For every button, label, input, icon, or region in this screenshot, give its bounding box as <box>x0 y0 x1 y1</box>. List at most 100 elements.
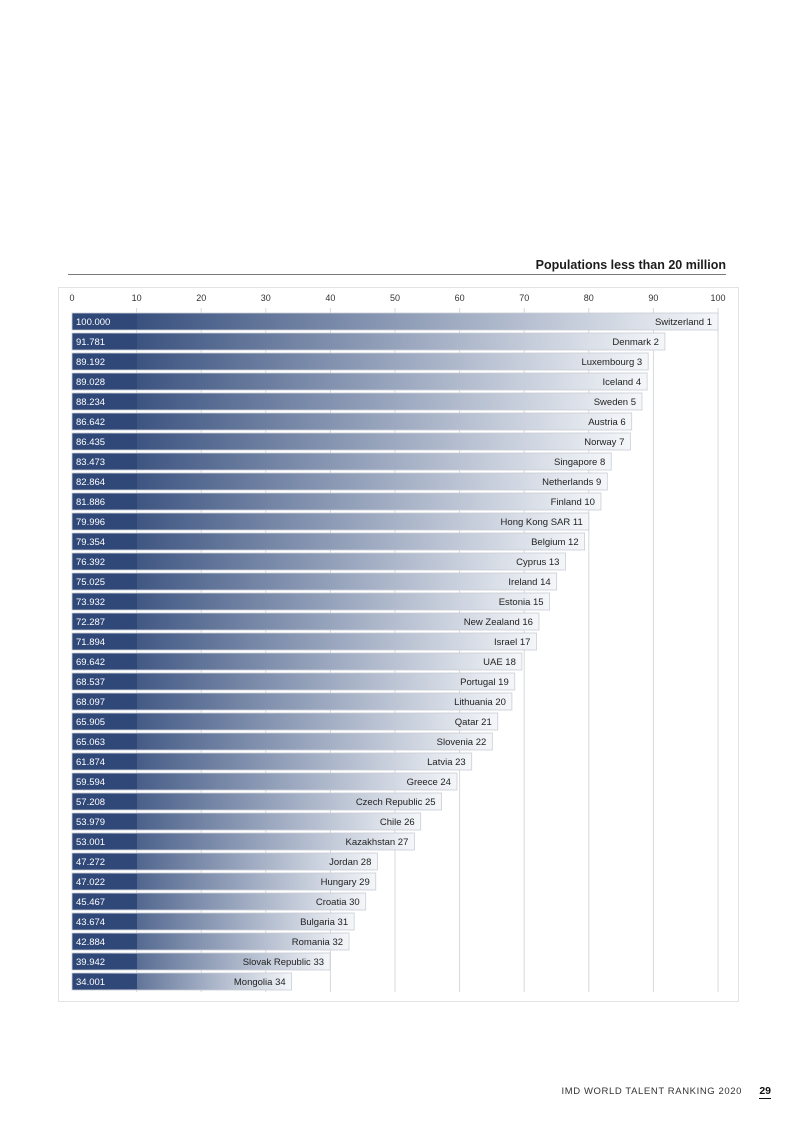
value-label: 68.097 <box>76 697 105 708</box>
value-label: 82.864 <box>76 477 105 488</box>
country-label: New Zealand 16 <box>464 617 533 628</box>
value-box <box>73 814 137 829</box>
value-box <box>73 854 137 869</box>
bar <box>71 512 590 531</box>
bar-row: 71.894 Israel 17 <box>71 632 537 651</box>
value-label: 43.674 <box>76 917 105 928</box>
value-label: 89.028 <box>76 377 105 388</box>
bar-row: 76.392 Cyprus 13 <box>71 552 566 571</box>
country-label: Netherlands 9 <box>542 477 601 488</box>
value-label: 79.996 <box>76 517 105 528</box>
value-label: 89.192 <box>76 357 105 368</box>
country-label: Latvia 23 <box>427 757 466 768</box>
bar-row: 65.905 Qatar 21 <box>71 712 499 731</box>
bar-row: 57.208 Czech Republic 25 <box>71 792 442 811</box>
value-label: 47.022 <box>76 877 105 888</box>
country-label: Portugal 19 <box>460 677 509 688</box>
bar-row: 79.354 Belgium 12 <box>71 532 586 551</box>
page-number: 29 <box>759 1085 771 1099</box>
value-box <box>73 354 137 369</box>
value-label: 91.781 <box>76 337 105 348</box>
bar-row: 65.063 Slovenia 22 <box>71 732 493 751</box>
value-box <box>73 434 137 449</box>
bar-row: 39.942 Slovak Republic 33 <box>71 952 331 971</box>
bar-row: 34.001 Mongolia 34 <box>71 972 293 991</box>
bar <box>71 652 523 671</box>
value-box <box>73 674 137 689</box>
bar-row: 73.932 Estonia 15 <box>71 592 551 611</box>
bar <box>71 332 666 351</box>
value-label: 69.642 <box>76 657 105 668</box>
value-box <box>73 634 137 649</box>
value-label: 100.000 <box>76 317 110 328</box>
bar <box>71 392 643 411</box>
bar <box>71 472 608 491</box>
x-tick-label-70: 70 <box>519 293 529 303</box>
country-label: Luxembourg 3 <box>581 357 642 368</box>
country-label: Israel 17 <box>494 637 530 648</box>
bar-row: 47.022 Hungary 29 <box>71 872 377 891</box>
bar <box>71 812 422 831</box>
bar <box>71 432 631 451</box>
bar-row: 69.642 UAE 18 <box>71 652 523 671</box>
bar-row: 81.886 Finland 10 <box>71 492 602 511</box>
bar <box>71 772 458 791</box>
country-label: Cyprus 13 <box>516 557 559 568</box>
value-box <box>73 374 137 389</box>
country-label: Finland 10 <box>551 497 595 508</box>
bar <box>71 672 516 691</box>
value-box <box>73 394 137 409</box>
value-box <box>73 834 137 849</box>
value-box <box>73 774 137 789</box>
value-label: 45.467 <box>76 897 105 908</box>
value-label: 68.537 <box>76 677 105 688</box>
bar-row: 45.467 Croatia 30 <box>71 892 367 911</box>
bar <box>71 372 648 391</box>
value-label: 65.905 <box>76 717 105 728</box>
country-label: Hungary 29 <box>321 877 370 888</box>
bar-row: 47.272 Jordan 28 <box>71 852 378 871</box>
value-box <box>73 494 137 509</box>
bar <box>71 852 378 871</box>
value-label: 72.287 <box>76 617 105 628</box>
value-box <box>73 334 137 349</box>
value-box <box>73 694 137 709</box>
value-label: 75.025 <box>76 577 105 588</box>
country-label: Switzerland 1 <box>655 317 712 328</box>
x-tick-label-100: 100 <box>710 293 725 303</box>
value-box <box>73 554 137 569</box>
value-label: 59.594 <box>76 777 105 788</box>
bar-row: 75.025 Ireland 14 <box>71 572 558 591</box>
country-label: Sweden 5 <box>594 397 636 408</box>
bar <box>71 732 493 751</box>
value-box <box>73 654 137 669</box>
bar-row: 68.537 Portugal 19 <box>71 672 516 691</box>
value-label: 65.063 <box>76 737 105 748</box>
bar-row: 88.234 Sweden 5 <box>71 392 643 411</box>
bar <box>71 752 473 771</box>
bar-row: 42.884 Romania 32 <box>71 932 350 951</box>
value-box <box>73 894 137 909</box>
bar <box>71 892 367 911</box>
value-box <box>73 734 137 749</box>
value-label: 61.874 <box>76 757 105 768</box>
country-label: Denmark 2 <box>612 337 658 348</box>
country-label: Mongolia 34 <box>234 977 286 988</box>
value-box <box>73 714 137 729</box>
bar <box>71 532 586 551</box>
country-label: Czech Republic 25 <box>356 797 436 808</box>
bar <box>71 712 499 731</box>
country-label: Belgium 12 <box>531 537 579 548</box>
value-label: 53.979 <box>76 817 105 828</box>
x-tick-label-20: 20 <box>196 293 206 303</box>
country-label: Kazakhstan 27 <box>346 837 409 848</box>
value-label: 71.894 <box>76 637 105 648</box>
bar-row: 43.674 Bulgaria 31 <box>71 912 355 931</box>
value-box <box>73 454 137 469</box>
country-label: Qatar 21 <box>455 717 492 728</box>
country-label: Singapore 8 <box>554 457 605 468</box>
bar-row: 79.996 Hong Kong SAR 11 <box>71 512 590 531</box>
value-label: 88.234 <box>76 397 105 408</box>
country-label: Austria 6 <box>588 417 626 428</box>
x-tick-label-40: 40 <box>325 293 335 303</box>
